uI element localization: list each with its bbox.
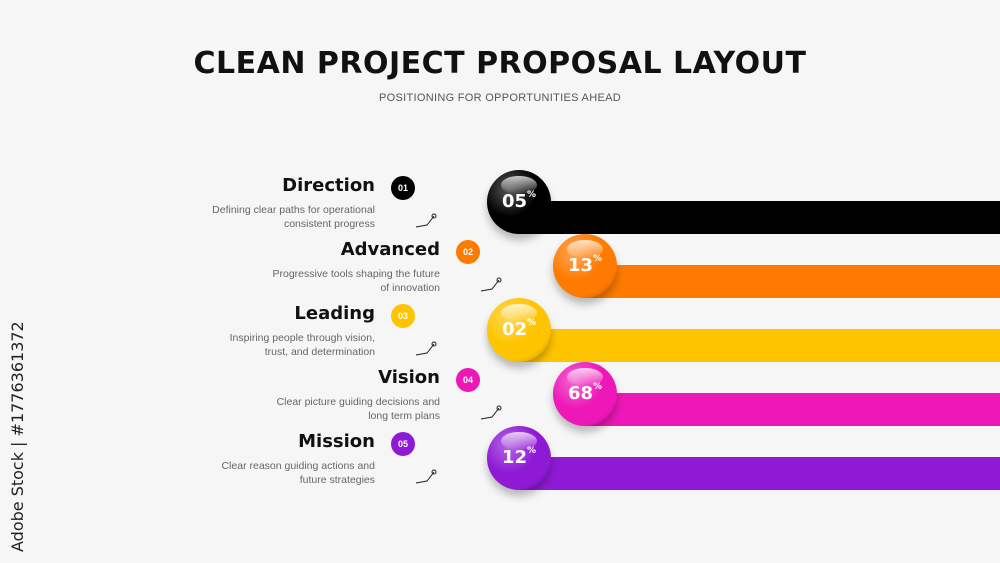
- item-description: Inspiring people through vision, trust, …: [229, 332, 375, 358]
- item-description: Clear reason guiding actions and future …: [221, 460, 375, 486]
- page-title: CLEAN PROJECT PROPOSAL LAYOUT: [193, 46, 807, 81]
- value-bar: [520, 329, 1000, 362]
- connector-icon: [415, 213, 437, 228]
- value-label: 12%: [501, 446, 537, 468]
- list-item: Direction 01 Defining clear paths for op…: [0, 170, 1000, 234]
- list-item: Advanced 02 Progressive tools shaping th…: [0, 234, 1000, 298]
- number-badge: 05: [391, 432, 415, 456]
- sphere-highlight: [501, 304, 537, 322]
- list-item: Mission 05 Clear reason guiding actions …: [0, 426, 1000, 490]
- value-bar: [585, 393, 1000, 426]
- item-description: Progressive tools shaping the future of …: [272, 268, 440, 294]
- sphere-highlight: [501, 176, 537, 194]
- sphere-highlight: [501, 432, 537, 450]
- list-item: Vision 04 Clear picture guiding decision…: [0, 362, 1000, 426]
- item-description: Defining clear paths for operational con…: [212, 204, 375, 230]
- item-heading: Vision: [378, 367, 440, 388]
- item-heading: Advanced: [340, 239, 440, 260]
- value-bar: [520, 201, 1000, 234]
- value-label: 05%: [501, 190, 537, 212]
- value-sphere: 02%: [487, 298, 551, 362]
- item-heading: Mission: [298, 431, 375, 452]
- item-description: Clear picture guiding decisions and long…: [276, 396, 440, 422]
- list-item: Leading 03 Inspiring people through visi…: [0, 298, 1000, 362]
- number-badge: 03: [391, 304, 415, 328]
- connector-icon: [415, 341, 437, 356]
- page-subtitle: POSITIONING FOR OPPORTUNITIES AHEAD: [379, 92, 621, 104]
- value-bar: [520, 457, 1000, 490]
- value-label: 02%: [501, 318, 537, 340]
- item-heading: Leading: [294, 303, 375, 324]
- value-sphere: 05%: [487, 170, 551, 234]
- connector-icon: [415, 469, 437, 484]
- sphere-highlight: [567, 240, 603, 258]
- value-label: 68%: [567, 382, 603, 404]
- number-badge: 04: [456, 368, 480, 392]
- value-bar: [585, 265, 1000, 298]
- number-badge: 01: [391, 176, 415, 200]
- connector-icon: [480, 405, 502, 420]
- value-label: 13%: [567, 254, 603, 276]
- sphere-highlight: [567, 368, 603, 386]
- item-heading: Direction: [282, 175, 375, 196]
- number-badge: 02: [456, 240, 480, 264]
- value-sphere: 68%: [553, 362, 617, 426]
- connector-icon: [480, 277, 502, 292]
- value-sphere: 12%: [487, 426, 551, 490]
- value-sphere: 13%: [553, 234, 617, 298]
